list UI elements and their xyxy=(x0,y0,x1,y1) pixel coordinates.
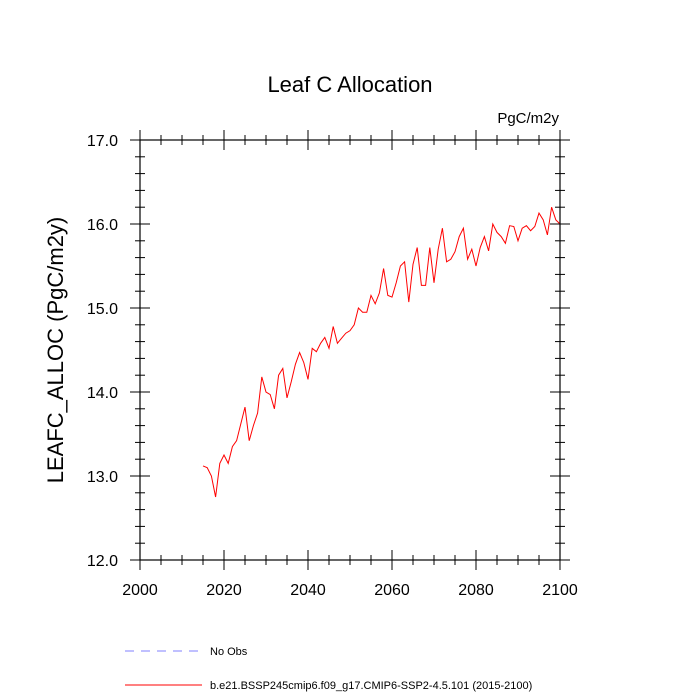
y-tick-label: 14.0 xyxy=(87,385,118,402)
series-lines xyxy=(202,207,561,498)
x-tick-label: 2000 xyxy=(122,582,158,599)
x-tick-label: 2080 xyxy=(458,582,494,599)
x-tick-label: 2060 xyxy=(374,582,410,599)
axis-ticks xyxy=(130,130,570,570)
y-tick-label: 13.0 xyxy=(87,469,118,486)
chart-title: Leaf C Allocation xyxy=(267,72,432,97)
y-axis-label: LEAFC_ALLOC (PgC/m2y) xyxy=(43,217,68,484)
x-tick-label: 2100 xyxy=(542,582,578,599)
y-tick-label: 15.0 xyxy=(87,301,118,318)
y-tick-label: 16.0 xyxy=(87,217,118,234)
y-tick-label: 17.0 xyxy=(87,133,118,150)
legend-label: No Obs xyxy=(210,646,248,658)
series-line-0 xyxy=(202,207,561,498)
legend: No Obs b.e21.BSSP245cmip6.f09_g17.CMIP6-S… xyxy=(125,646,532,692)
x-tick-label: 2020 xyxy=(206,582,242,599)
y-tick-label: 12.0 xyxy=(87,553,118,570)
axis-tick-labels: 2000 2020 2040 2060 2080 2100 12.0 13.0 14.0 15.0… xyxy=(87,133,578,599)
legend-label: b.e21.BSSP245cmip6.f09_g17.CMIP6-SSP2-4.… xyxy=(210,680,532,692)
plot-frame xyxy=(139,139,561,561)
x-tick-label: 2040 xyxy=(290,582,326,599)
units-label: PgC/m2y xyxy=(497,110,559,127)
